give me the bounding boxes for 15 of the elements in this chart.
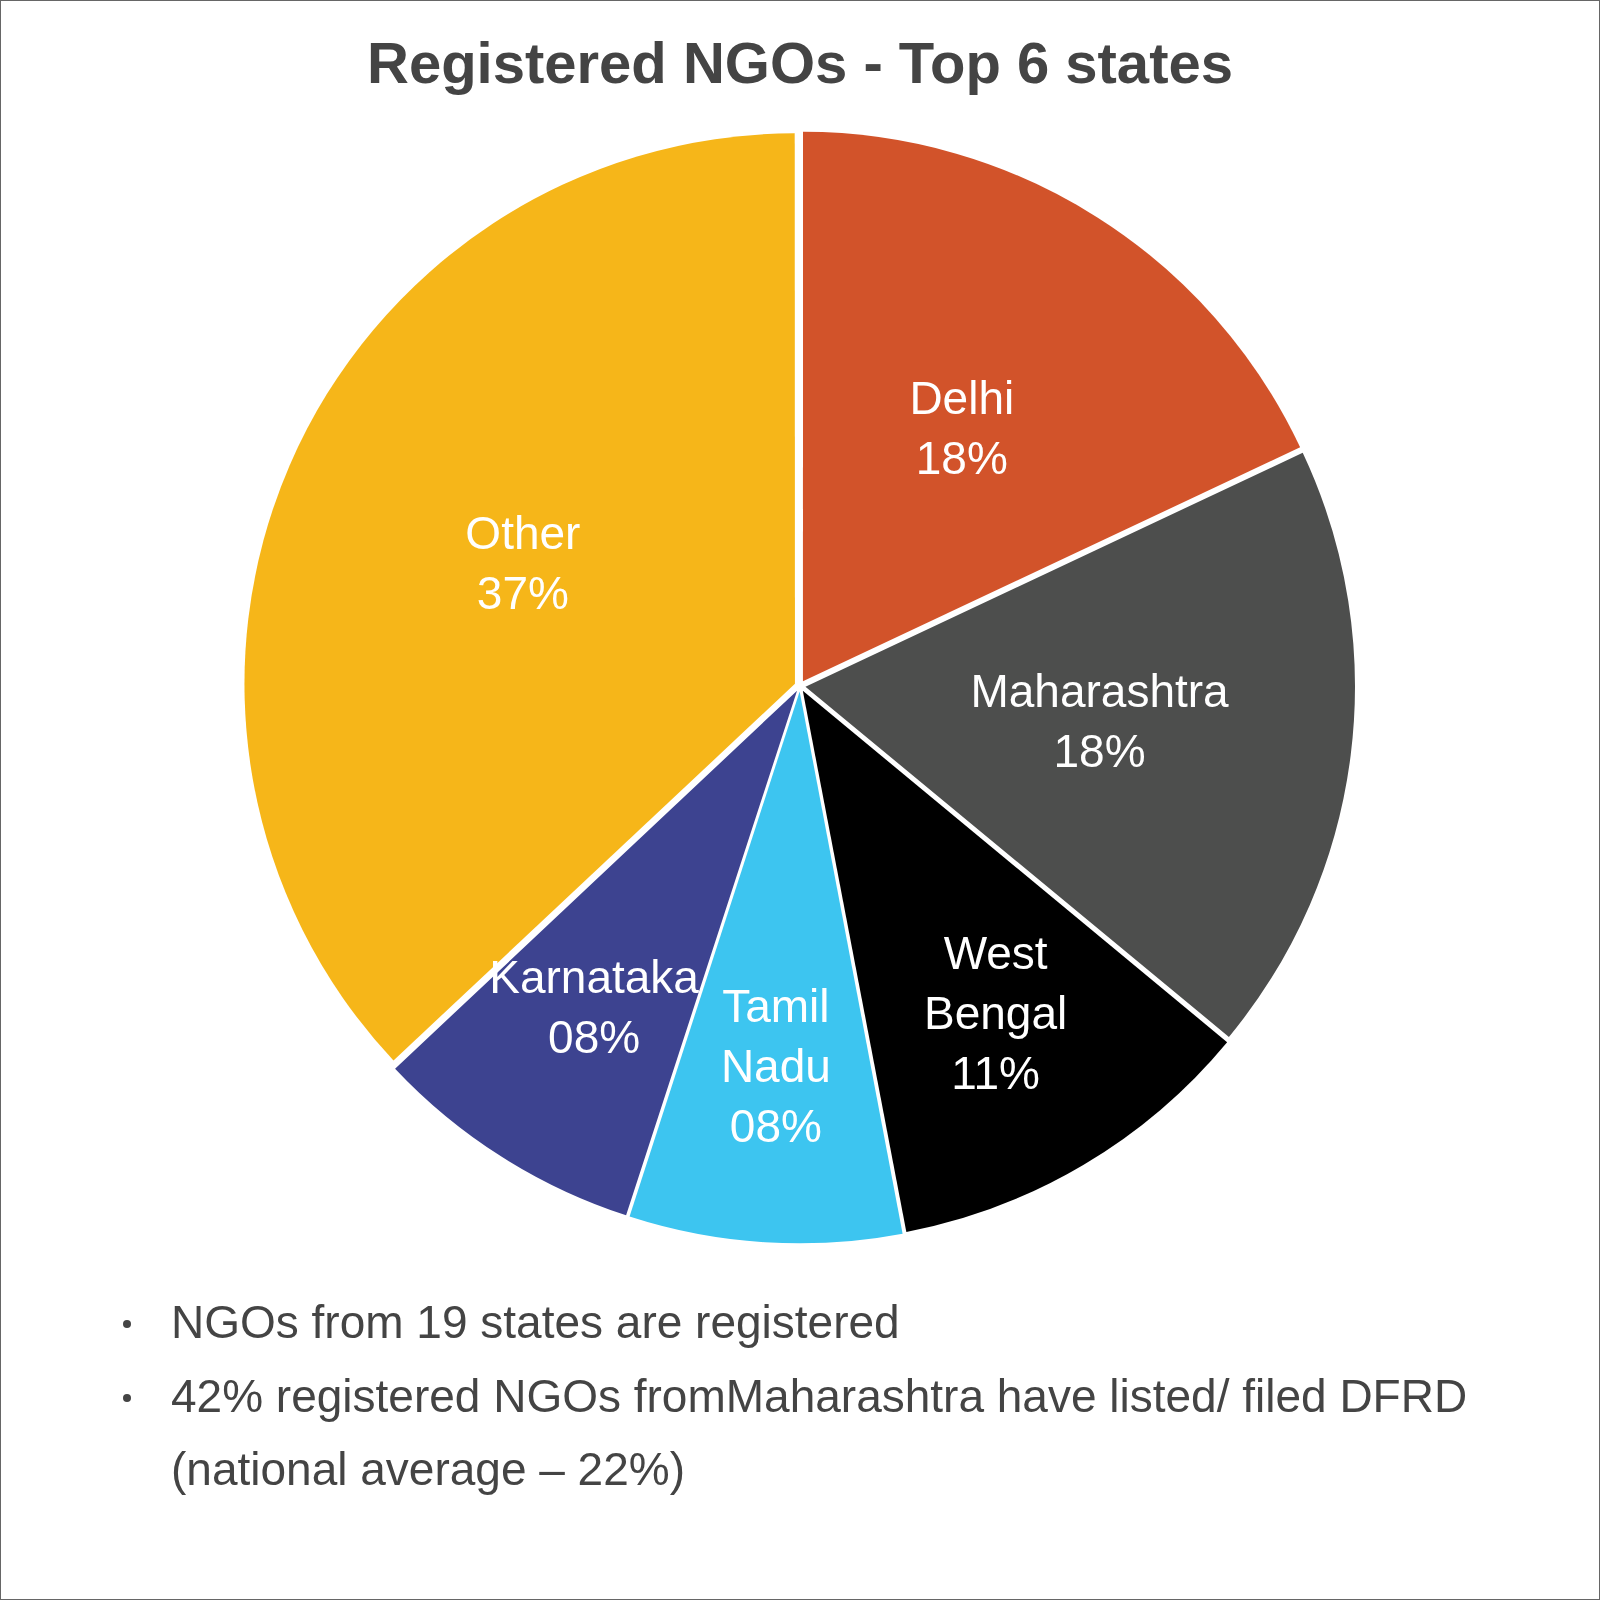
slice-label: Other <box>465 506 581 559</box>
chart-title: Registered NGOs - Top 6 states <box>366 29 1234 96</box>
text: 42% registered NGOs fromMaharashtra have listed/ filed DFRD (national average – 22%) <box>171 1368 1469 1498</box>
text: NGOs from 19 states are registered <box>171 1295 901 1350</box>
data-label: 18% <box>915 431 1008 484</box>
data-label: 18% <box>1053 724 1146 777</box>
data-label: 37% <box>476 566 569 619</box>
data-label: 08% <box>548 1011 641 1064</box>
slice-label: Maharashtra <box>970 664 1230 717</box>
slice-label: Karnataka <box>489 951 700 1004</box>
slice-label: West Bengal <box>924 927 1068 1040</box>
slice-label: Tamil Nadu <box>720 980 831 1093</box>
slice-label: Delhi <box>909 371 1015 424</box>
data-label: 11% <box>951 1047 1040 1100</box>
data-label: 08% <box>729 1100 822 1153</box>
